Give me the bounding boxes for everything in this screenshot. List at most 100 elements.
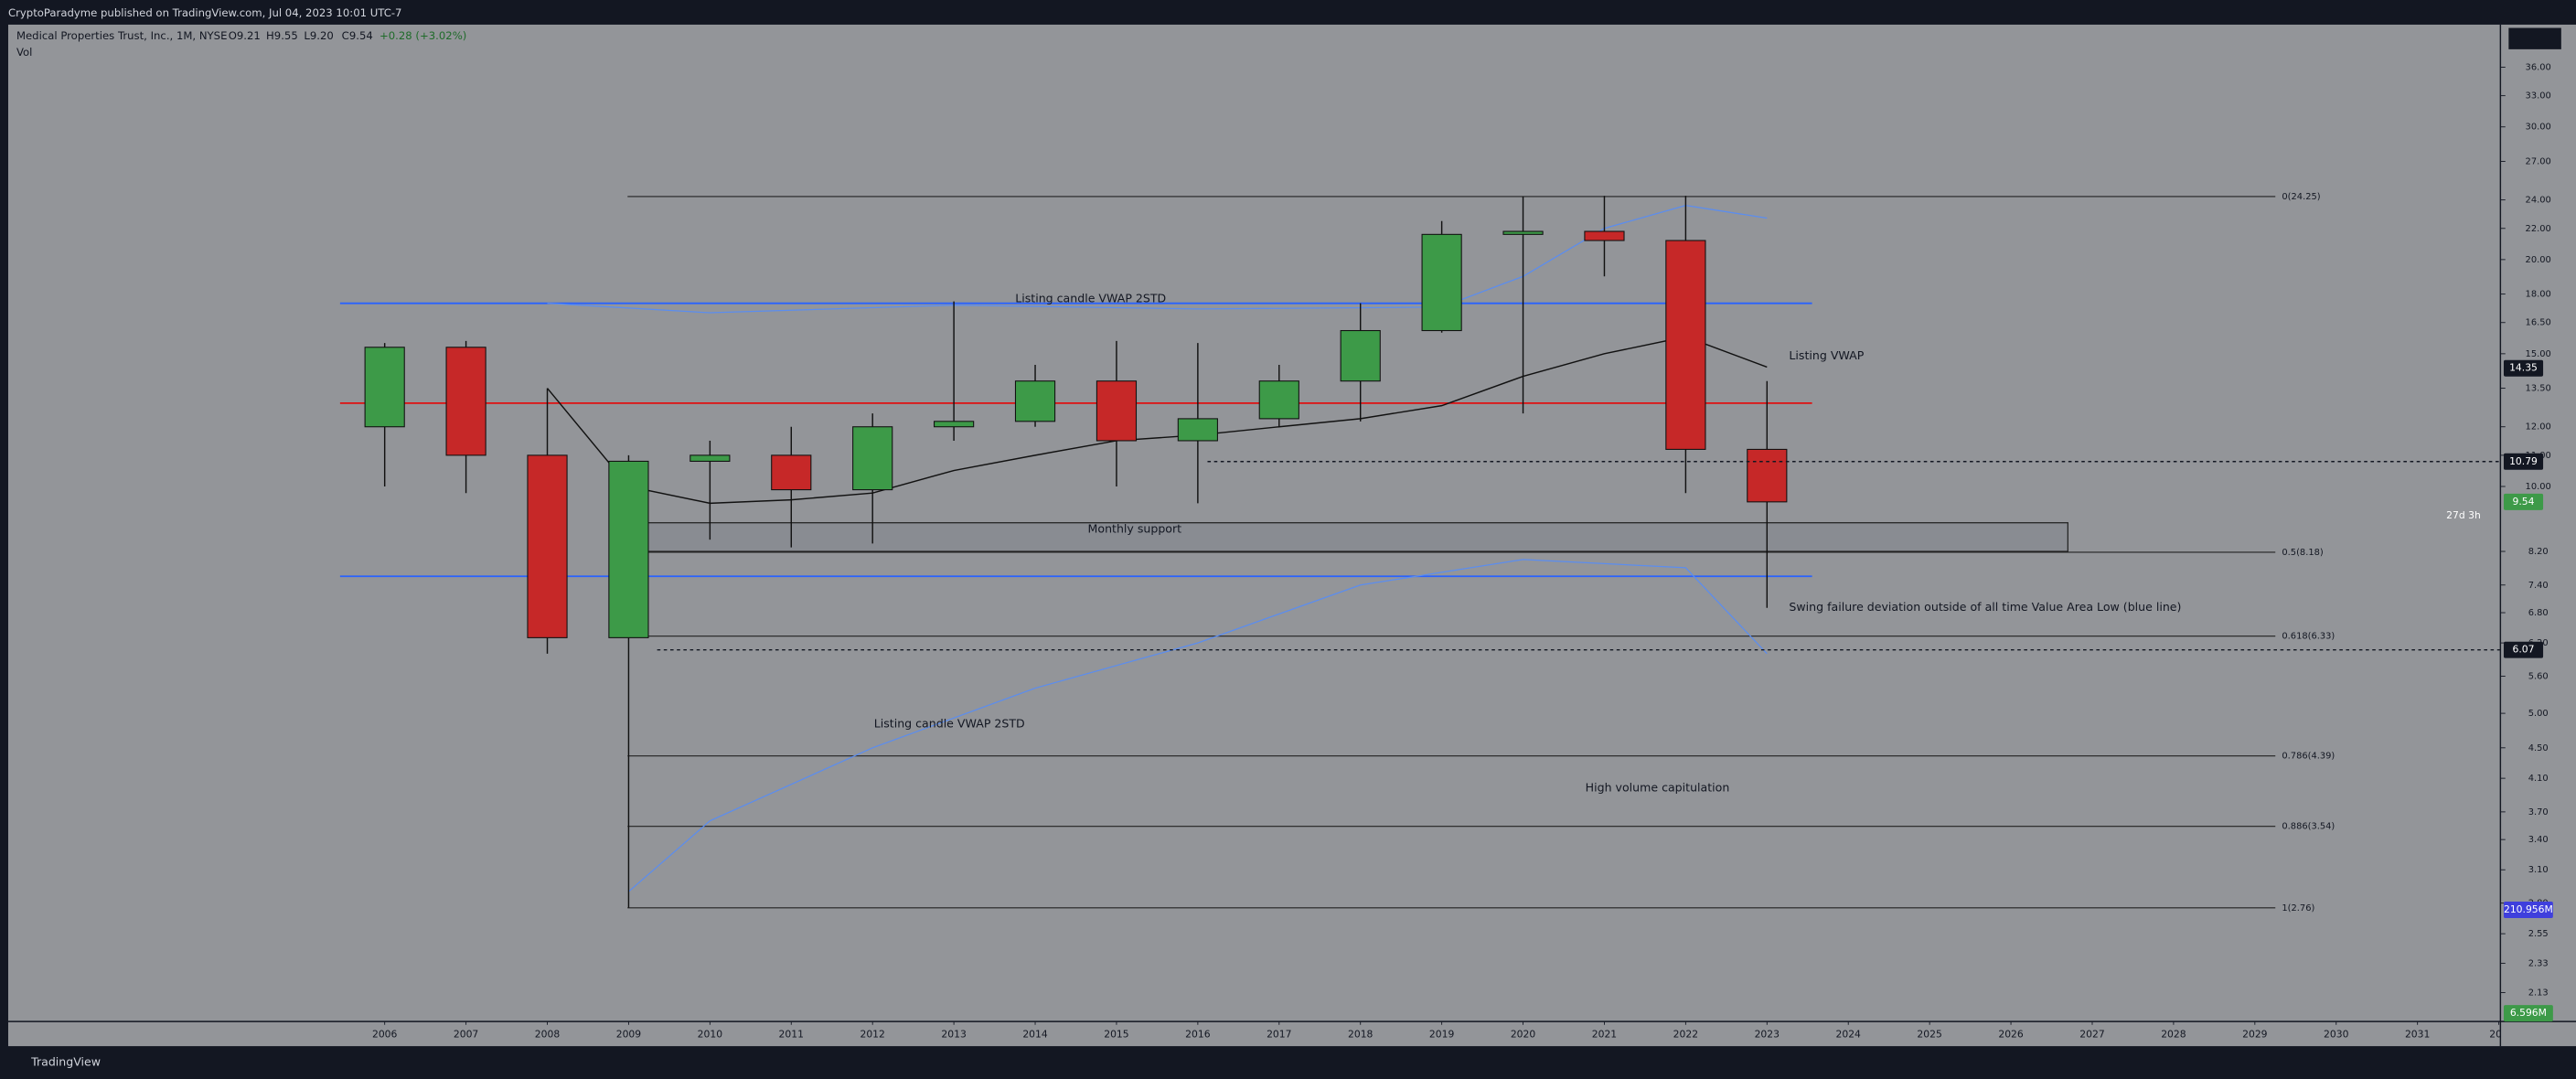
x-tick-label: 2025: [1917, 1029, 1941, 1041]
x-axis: 2006 2007 2008 2009 2010 2011 2012 2013 2014 2015…: [372, 1021, 2508, 1041]
candle-body: [1340, 329, 1381, 382]
y-tick-label: 2.55: [2528, 929, 2549, 939]
y-tick-label: 36.00: [2526, 62, 2551, 72]
annotation: High volume capitulation: [1586, 781, 1730, 795]
candle-body: [1584, 230, 1625, 241]
x-tick-label: 2031: [2405, 1029, 2430, 1041]
x-tick-label: 2029: [2242, 1029, 2268, 1041]
fib-label: 0.786(4.39): [2282, 752, 2335, 762]
candle-body: [934, 421, 975, 428]
candle-body: [1747, 448, 1788, 503]
y-tick-label: 2.33: [2528, 958, 2549, 968]
x-tick-label: 2013: [941, 1029, 966, 1041]
x-tick-label: 2021: [1592, 1029, 1617, 1041]
y-tick-label: 6.80: [2528, 608, 2549, 618]
axis-button[interactable]: [2508, 27, 2561, 49]
fib-label: 0(24.25): [2282, 192, 2320, 202]
candle-body: [527, 454, 568, 638]
candle-body: [608, 460, 649, 638]
candle-body: [1258, 380, 1299, 420]
plot-area: [7, 24, 2576, 1047]
y-tick-label: 7.40: [2528, 581, 2549, 591]
y-tick-label: 13.50: [2526, 384, 2551, 394]
vwap-line: [546, 336, 1768, 505]
x-tick-label: 2022: [1673, 1029, 1698, 1041]
annotation: Swing failure deviation outside of all t…: [1789, 600, 2181, 614]
fib-label: 0.5(8.18): [2282, 548, 2323, 558]
volume-label: 6.596M: [2510, 1007, 2547, 1019]
x-tick-label: 2023: [1755, 1029, 1780, 1041]
y-tick-label: 20.00: [2526, 255, 2551, 265]
y-tick-label: 3.10: [2528, 865, 2549, 875]
y-tick-label: 2.13: [2528, 988, 2549, 999]
volume-label: Vol: [16, 46, 32, 59]
x-tick-label: 2027: [2079, 1029, 2104, 1041]
x-tick-label: 2028: [2161, 1029, 2186, 1041]
y-tick-label: 10.00: [2526, 482, 2551, 492]
vwap-label: Listing candle VWAP 2STD: [1015, 291, 1166, 304]
ohlc-change: +0.28 (+3.02%): [379, 29, 466, 42]
box-label: Monthly support: [1088, 521, 1182, 535]
price-label-bg: [2503, 493, 2544, 510]
candle-body: [771, 454, 812, 491]
y-tick-label: 3.70: [2528, 807, 2549, 817]
brand: TradingView: [30, 1055, 101, 1069]
candle-body: [1177, 418, 1218, 442]
x-tick-label: 2030: [2324, 1029, 2349, 1041]
candle-body: [852, 426, 893, 491]
ohlc-close: C9.54: [342, 29, 373, 42]
volume-label-bg: [2503, 1005, 2553, 1022]
y-tick-label: 3.40: [2528, 835, 2549, 845]
x-tick-label: 203: [2489, 1029, 2508, 1041]
ohlc-open: O9.21: [229, 29, 261, 42]
ohlc-high: H9.55: [266, 29, 298, 42]
y-tick-label: 5.60: [2528, 672, 2549, 682]
price-label-bg: [2503, 641, 2544, 658]
y-tick-label: 5.00: [2528, 709, 2549, 719]
y-tick-label: 12.00: [2526, 422, 2551, 433]
x-tick-label: 2012: [860, 1029, 884, 1041]
y-tick-label: 8.20: [2528, 547, 2549, 557]
x-tick-label: 2018: [1348, 1029, 1374, 1041]
x-tick-label: 2007: [454, 1029, 478, 1041]
y-tick-label: 33.00: [2526, 91, 2551, 101]
y-tick-label: 15.00: [2526, 349, 2551, 359]
candle-body: [364, 347, 405, 428]
x-tick-label: 2015: [1104, 1029, 1128, 1041]
y-tick-label: 30.00: [2526, 123, 2551, 133]
symbol: Medical Properties Trust, Inc., 1M, NYSE: [16, 29, 227, 42]
price-label: 14.35: [2509, 362, 2538, 374]
publisher: CryptoParadyme published on TradingView.…: [8, 6, 401, 19]
fib-label: 0.618(6.33): [2282, 632, 2335, 642]
price-label: 9.54: [2513, 496, 2535, 507]
vwap-line: [628, 559, 1768, 892]
candle-body: [689, 454, 731, 462]
y-tick-label: 4.10: [2528, 774, 2549, 784]
plot-layer: 0(24.25) 0.5(8.18) 0.618(6.33) 0.786(4.39) 0…: [339, 192, 2501, 913]
vwap-label: Listing candle VWAP 2STD: [874, 717, 1025, 731]
volume-label-bg: [2503, 902, 2553, 918]
price-label: 6.07: [2513, 644, 2535, 656]
price-label-bg: [2503, 359, 2544, 377]
countdown: 27d 3h: [2446, 509, 2481, 521]
x-tick-label: 2008: [535, 1029, 561, 1041]
candle-body: [1096, 380, 1138, 442]
price-label: 10.79: [2509, 455, 2538, 467]
y-tick-label: 16.50: [2526, 318, 2551, 328]
candle-body: [1014, 380, 1056, 422]
x-tick-label: 2019: [1429, 1029, 1455, 1041]
x-tick-label: 2009: [616, 1029, 642, 1041]
candle-body: [1421, 233, 1462, 332]
y-tick-label: 27.00: [2526, 156, 2551, 166]
x-tick-label: 2011: [779, 1029, 804, 1041]
candle-body: [1502, 230, 1544, 235]
support-box: [627, 522, 2068, 552]
ohlc-low: L9.20: [304, 29, 333, 42]
price-label-bg: [2503, 453, 2544, 470]
x-tick-label: 2020: [1511, 1029, 1536, 1041]
vwap-label: Listing VWAP: [1789, 348, 1864, 362]
y-tick-label: 4.50: [2528, 743, 2549, 753]
x-tick-label: 2006: [372, 1029, 398, 1041]
